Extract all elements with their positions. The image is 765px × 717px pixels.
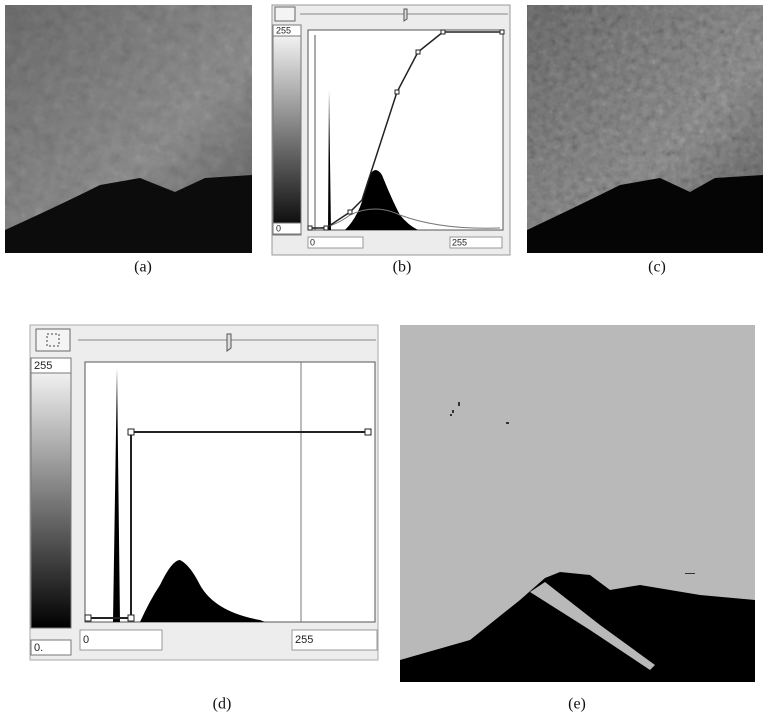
caption: (d) bbox=[213, 696, 232, 713]
page: {"panels": [ {"caption": "(a)"}, {"capti… bbox=[0, 0, 765, 717]
slider-thumb[interactable] bbox=[404, 9, 407, 21]
figure: (a) 255 0 0 255 (b) (c) bbox=[0, 0, 765, 717]
caption: (e) bbox=[568, 696, 586, 713]
gradient-max: 255 bbox=[34, 360, 52, 372]
input[interactable] bbox=[80, 630, 162, 650]
caption: (b) bbox=[393, 259, 412, 276]
gradient-min: 0. bbox=[34, 642, 43, 654]
panel-d: 255 0. 0 255 (d) bbox=[30, 325, 378, 713]
button[interactable] bbox=[275, 7, 295, 21]
range-min: 0 bbox=[310, 237, 315, 247]
range-max: 255 bbox=[452, 237, 467, 247]
caption: (c) bbox=[648, 259, 666, 276]
range-max: 255 bbox=[295, 634, 313, 646]
gradient-bar bbox=[31, 358, 71, 628]
panel-e: (e) bbox=[400, 325, 755, 713]
gradient-min: 0 bbox=[276, 223, 281, 233]
slider-thumb[interactable] bbox=[227, 334, 231, 351]
panel-a: (a) bbox=[5, 5, 252, 276]
caption: (a) bbox=[134, 259, 152, 276]
button[interactable] bbox=[36, 329, 70, 351]
panel-b: 255 0 0 255 (b) bbox=[272, 5, 510, 276]
gradient-max: 255 bbox=[276, 25, 291, 35]
range-min: 0 bbox=[83, 634, 89, 646]
plot-area bbox=[308, 30, 503, 230]
input[interactable] bbox=[308, 237, 363, 248]
gradient-bar bbox=[273, 25, 301, 235]
plot-area bbox=[85, 362, 375, 622]
panel-c: (c) bbox=[527, 5, 763, 276]
